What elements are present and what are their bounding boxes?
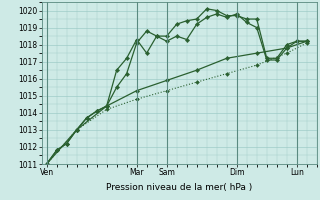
X-axis label: Pression niveau de la mer( hPa ): Pression niveau de la mer( hPa ) xyxy=(106,183,252,192)
